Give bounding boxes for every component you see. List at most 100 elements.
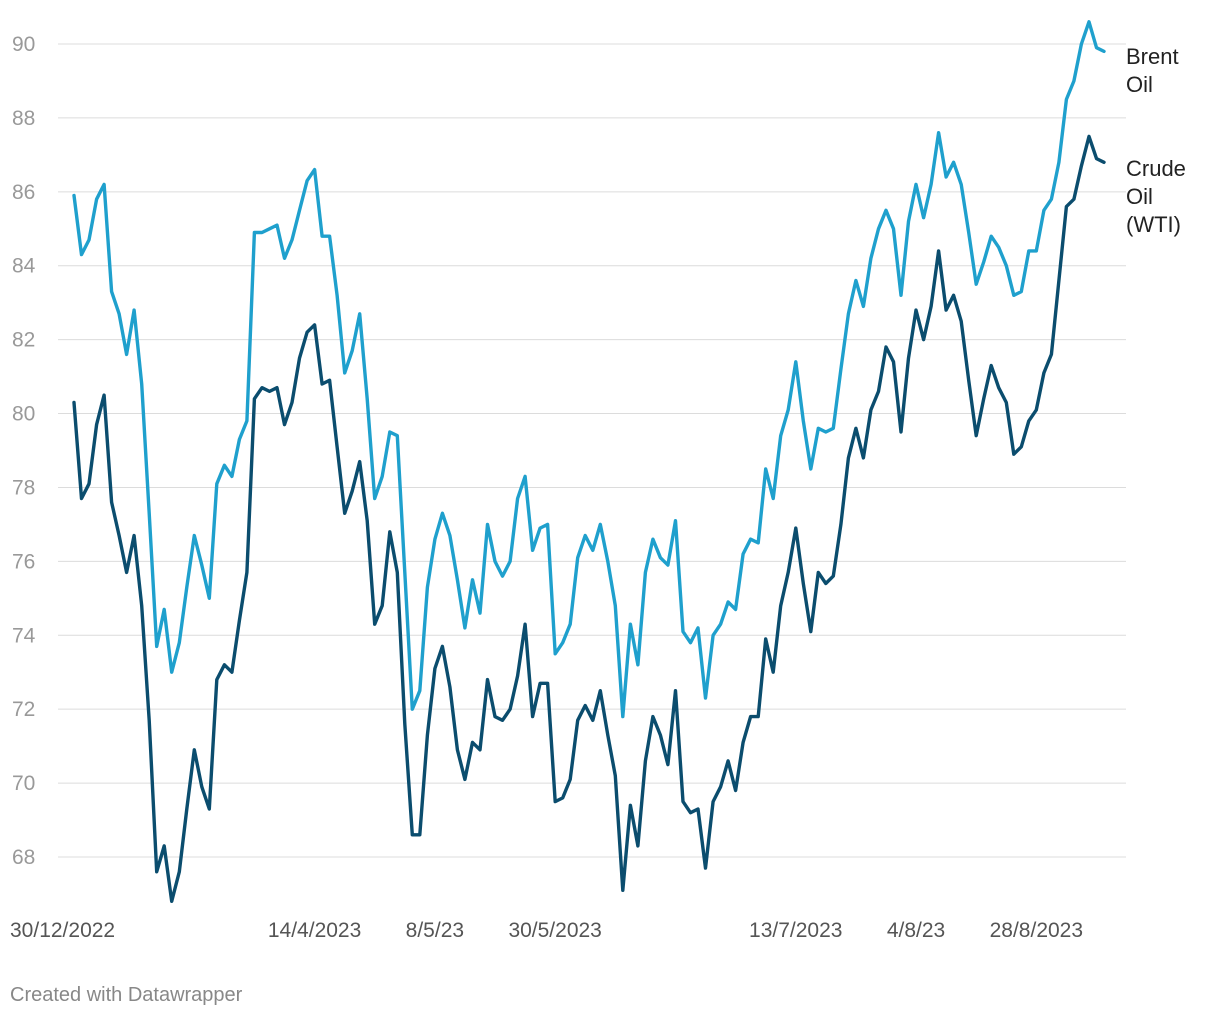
data-point (1088, 21, 1090, 23)
data-point (1035, 409, 1037, 411)
data-point (148, 719, 150, 721)
data-point (870, 409, 872, 411)
data-point (366, 398, 368, 400)
data-point (283, 423, 285, 425)
y-tick-label: 76 (12, 550, 35, 573)
data-point (727, 760, 729, 762)
data-point (374, 623, 376, 625)
data-point (584, 704, 586, 706)
data-point (381, 605, 383, 607)
data-point (396, 571, 398, 573)
data-point (486, 678, 488, 680)
data-point (689, 642, 691, 644)
data-point (840, 523, 842, 525)
data-point (321, 383, 323, 385)
data-point (494, 560, 496, 562)
data-point (930, 183, 932, 185)
data-point (434, 538, 436, 540)
data-point (847, 313, 849, 315)
data-point (922, 217, 924, 219)
x-tick-label: 30/12/2022 (10, 919, 115, 942)
data-point (840, 368, 842, 370)
data-point (1005, 401, 1007, 403)
data-point (253, 398, 255, 400)
data-point (141, 383, 143, 385)
data-point (697, 808, 699, 810)
data-point (163, 845, 165, 847)
data-point (133, 534, 135, 536)
data-point (900, 294, 902, 296)
data-point (787, 409, 789, 411)
data-point (1095, 157, 1097, 159)
data-point (396, 435, 398, 437)
data-point (73, 194, 75, 196)
data-point (945, 176, 947, 178)
data-point (900, 431, 902, 433)
data-point (960, 183, 962, 185)
data-point (637, 664, 639, 666)
data-point (968, 231, 970, 233)
data-point (847, 457, 849, 459)
data-point (667, 564, 669, 566)
series-label-line: Brent (1126, 44, 1179, 69)
data-point (501, 575, 503, 577)
data-point (637, 845, 639, 847)
data-point (584, 534, 586, 536)
data-point (599, 690, 601, 692)
x-axis-tick-labels: 30/12/2022 14/4/2023 8/5/23 30/5/2023 13/7/2… (10, 919, 1083, 942)
data-point (328, 235, 330, 237)
data-point (539, 682, 541, 684)
data-point (990, 364, 992, 366)
data-point (148, 512, 150, 514)
data-point (757, 715, 759, 717)
data-point (817, 571, 819, 573)
data-point (795, 527, 797, 529)
data-point (404, 571, 406, 573)
data-point (133, 309, 135, 311)
data-point (877, 228, 879, 230)
data-point (374, 497, 376, 499)
data-point (885, 346, 887, 348)
y-tick-label: 70 (12, 772, 35, 795)
data-point (411, 834, 413, 836)
data-point (1035, 250, 1037, 252)
data-point (441, 512, 443, 514)
data-point (877, 390, 879, 392)
data-point (261, 231, 263, 233)
gridlines (58, 43, 1126, 858)
data-point (291, 239, 293, 241)
data-point (426, 734, 428, 736)
data-point (682, 630, 684, 632)
data-point (283, 257, 285, 259)
data-point (238, 438, 240, 440)
data-point (975, 435, 977, 437)
data-point (313, 324, 315, 326)
data-point (486, 523, 488, 525)
data-point (712, 800, 714, 802)
data-point (607, 560, 609, 562)
data-point (539, 527, 541, 529)
data-point (411, 708, 413, 710)
data-point (238, 619, 240, 621)
data-point (1095, 47, 1097, 49)
data-point (757, 542, 759, 544)
data-point (276, 224, 278, 226)
data-point (765, 638, 767, 640)
data-point (328, 379, 330, 381)
data-point (772, 671, 774, 673)
data-point (915, 183, 917, 185)
x-tick-label: 30/5/2023 (508, 919, 601, 942)
data-point (952, 294, 954, 296)
data-point (652, 715, 654, 717)
data-point (186, 586, 188, 588)
data-point (125, 571, 127, 573)
data-point (201, 564, 203, 566)
data-point (892, 228, 894, 230)
series-lines (72, 20, 1106, 903)
data-point (73, 401, 75, 403)
data-point (990, 235, 992, 237)
x-tick-label: 28/8/2023 (990, 919, 1083, 942)
data-point (734, 789, 736, 791)
series-label-wti: Crude Oil (WTI) (1126, 156, 1186, 237)
data-point (749, 715, 751, 717)
